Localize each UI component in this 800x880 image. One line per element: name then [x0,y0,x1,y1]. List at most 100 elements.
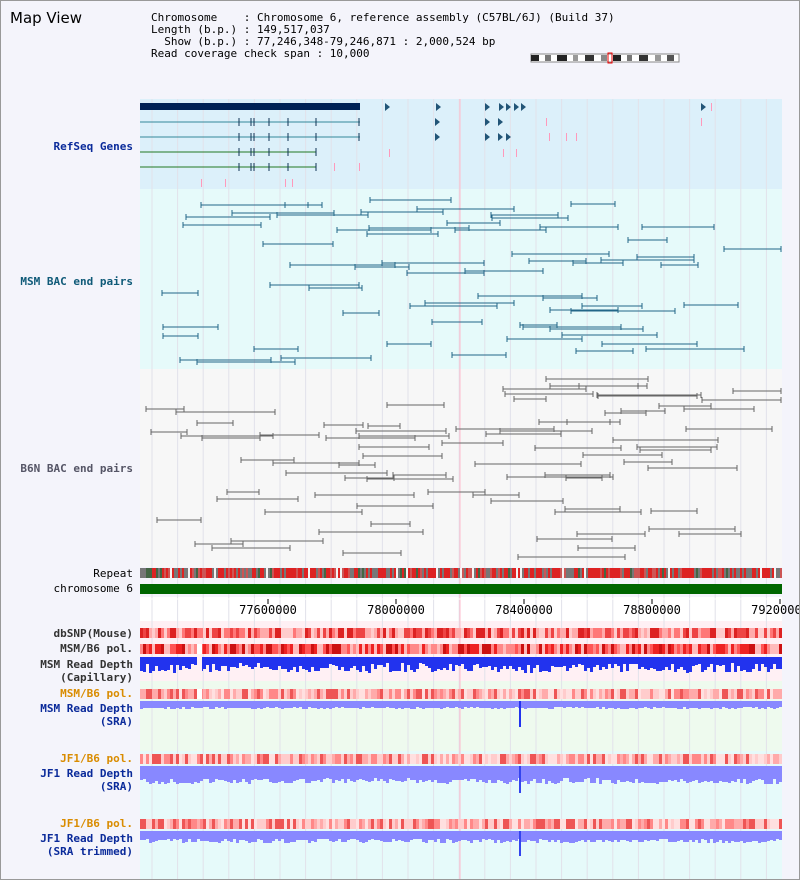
track-label-refseq[interactable]: RefSeq Genes [53,140,133,153]
ideogram-band [655,55,661,61]
jf1-pol-heat [563,754,566,764]
msm-pol-2-heat [260,689,263,699]
track-label-jf1-pol-2[interactable]: JF1/B6 pol. [60,817,133,830]
msm-pol-heat [353,644,356,654]
msm-pol-2-heat [170,689,173,699]
track-label-jf1-pol-1[interactable]: JF1/B6 pol. [60,752,133,765]
jf1-pol-2-heat [173,819,176,829]
repeat-segment [622,568,624,578]
jf1-pol-heat [398,754,401,764]
msm-pol-heat [194,644,197,654]
msm-sra-depth [740,701,743,708]
msm-pol-2-heat [629,689,632,699]
jf1-pol-2-heat [398,819,401,829]
jf1-pol-2-heat [716,819,719,829]
jf1-pol-heat [434,754,437,764]
jf1-pol-heat [470,754,473,764]
jf1-sra-depth [542,766,545,779]
msm-pol-2-heat [272,689,275,699]
repeat-segment [672,568,674,578]
axis-tick-label: 79200000 [751,603,799,617]
msm-pol-heat [530,644,533,654]
jf1-sra-depth [596,766,599,778]
msm-sra-depth [623,701,626,709]
track-label-b6n-bac[interactable]: B6N BAC end pairs [20,462,133,475]
jf1-trimmed-depth [347,831,350,840]
track-label-repeat: Repeat [93,567,133,580]
jf1-pol-heat [218,754,221,764]
jf1-pol-heat [491,754,494,764]
jf1-pol-heat [206,754,209,764]
jf1-sra-depth [566,766,569,778]
msm-pol-2-heat [602,689,605,699]
jf1-pol-heat [314,754,317,764]
track-label-msm-pol-1[interactable]: MSM/B6 pol. [60,642,133,655]
jf1-sra-depth [764,766,767,784]
jf1-sra-depth [311,766,314,781]
msm-sra-depth [341,701,344,707]
dbsnp-heat [344,628,347,638]
msm-sra-depth [653,701,656,707]
jf1-pol-2-heat [191,819,194,829]
jf1-sra-depth [536,766,539,783]
dbsnp-heat [347,628,350,638]
dbsnp-heat [155,628,158,638]
jf1-pol-heat [671,754,674,764]
track-label-jf1-depth-sra[interactable]: JF1 Read Depth (SRA) [40,767,133,793]
msm-pol-heat [389,644,392,654]
jf1-pol-2-heat [227,819,230,829]
msm-capillary-depth [419,657,422,663]
repeat-segment [396,568,398,578]
repeat-segment [302,568,304,578]
track-label-msm-pol-2[interactable]: MSM/B6 pol. [60,687,133,700]
jf1-sra-depth [335,766,338,780]
dbsnp-heat [743,628,746,638]
msm-pol-2-heat [185,689,188,699]
msm-pol-heat [686,644,689,654]
track-label-msm-bac[interactable]: MSM BAC end pairs [20,275,133,288]
msm-sra-depth [752,701,755,708]
repeat-segment [222,568,224,578]
jf1-pol-heat [296,754,299,764]
msm-pol-2-heat [527,689,530,699]
msm-capillary-depth [404,657,407,672]
repeat-segment [744,568,746,578]
info-length: Length (b.p.) : 149,517,037 [151,23,330,36]
jf1-sra-depth [248,766,251,784]
jf1-trimmed-depth [173,831,176,839]
repeat-segment [708,568,710,578]
msm-pol-2-heat [656,689,659,699]
track-label-jf1-depth-trimmed[interactable]: JF1 Read Depth (SRA trimmed) [40,832,133,858]
msm-pol-heat [296,644,299,654]
track-label-dbsnp[interactable]: dbSNP(Mouse) [53,627,133,640]
jf1-pol-heat [536,754,539,764]
ideogram-band [601,55,607,61]
msm-sra-depth [707,701,710,708]
repeat-segment [410,568,412,578]
jf1-trimmed-depth [647,831,650,841]
msm-capillary-depth [503,657,506,666]
msm-pol-heat [596,644,599,654]
dbsnp-heat [194,628,197,638]
msm-sra-depth [557,701,560,707]
msm-sra-depth [728,701,731,709]
track-label-msm-depth-capillary[interactable]: MSM Read Depth (Capillary) [40,658,133,684]
dbsnp-heat [269,628,272,638]
dbsnp-heat [707,628,710,638]
jf1-pol-2-heat [485,819,488,829]
jf1-sra-depth [398,766,401,781]
jf1-sra-depth [371,766,374,781]
jf1-pol-2-heat [479,819,482,829]
msm-pol-heat [236,644,239,654]
jf1-sra-depth [515,766,518,781]
dbsnp-heat [284,628,287,638]
msm-capillary-depth [386,657,389,663]
jf1-sra-depth [287,766,290,783]
jf1-pol-heat [269,754,272,764]
msm-sra-depth [338,701,341,708]
msm-pol-2-heat [473,689,476,699]
track-label-msm-depth-sra[interactable]: MSM Read Depth (SRA) [40,702,133,728]
msm-pol-heat [710,644,713,654]
repeat-segment [696,568,698,578]
